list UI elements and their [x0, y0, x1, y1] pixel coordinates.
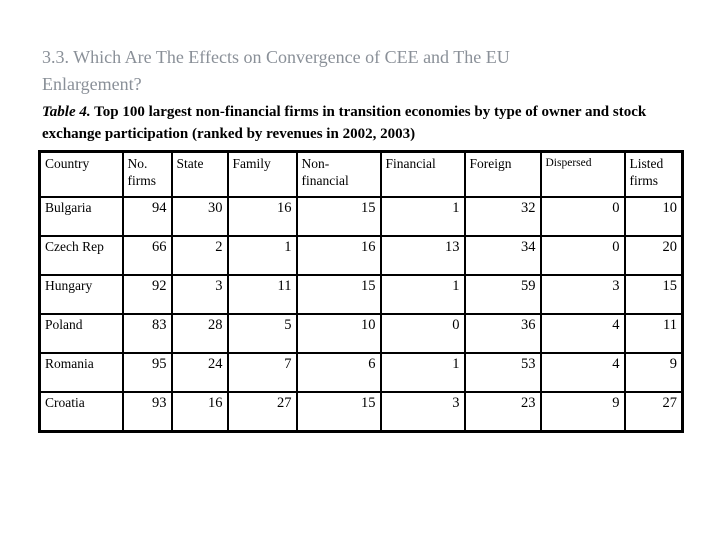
row-label: Bulgaria: [38, 196, 124, 237]
table-cell: 93: [121, 391, 173, 433]
table-cell: 2: [170, 235, 229, 276]
table-cell: 0: [379, 313, 466, 354]
header-row: Country No. firms State Family Non-finan…: [38, 150, 684, 198]
table-caption-text: Top 100 largest non-financial firms in t…: [42, 104, 647, 142]
col-header-non-financial: Non-financial: [295, 150, 382, 198]
table-cell: 10: [295, 313, 382, 354]
table-cell: 15: [623, 274, 684, 315]
table-cell: 0: [539, 235, 626, 276]
table-cell: 92: [121, 274, 173, 315]
table-cell: 36: [463, 313, 542, 354]
table-cell: 15: [295, 391, 382, 433]
table-cell: 1: [379, 196, 466, 237]
data-table: Country No. firms State Family Non-finan…: [38, 150, 684, 433]
table-cell: 1: [226, 235, 298, 276]
table-container: Country No. firms State Family Non-finan…: [38, 150, 684, 433]
table-cell: 32: [463, 196, 542, 237]
table-cell: 3: [539, 274, 626, 315]
table-cell: 9: [623, 352, 684, 393]
table-cell: 15: [295, 196, 382, 237]
col-header-state: State: [170, 150, 229, 198]
row-label: Romania: [38, 352, 124, 393]
table-cell: 0: [539, 196, 626, 237]
table-caption-label: Table 4.: [42, 104, 91, 120]
table-cell: 16: [295, 235, 382, 276]
table-cell: 1: [379, 352, 466, 393]
table-cell: 4: [539, 313, 626, 354]
table-cell: 23: [463, 391, 542, 433]
table-cell: 16: [226, 196, 298, 237]
table-cell: 3: [170, 274, 229, 315]
col-header-financial: Financial: [379, 150, 466, 198]
table-cell: 15: [295, 274, 382, 315]
col-header-listed-firms: Listed firms: [623, 150, 684, 198]
table-cell: 9: [539, 391, 626, 433]
table-row-romania: Romania 95 24 7 6 1 53 4 9: [38, 352, 684, 393]
table-cell: 27: [623, 391, 684, 433]
table-cell: 28: [170, 313, 229, 354]
table-cell: 3: [379, 391, 466, 433]
col-header-no-firms: No. firms: [121, 150, 173, 198]
col-header-country: Country: [38, 150, 124, 198]
table-cell: 83: [121, 313, 173, 354]
table-cell: 27: [226, 391, 298, 433]
table-cell: 59: [463, 274, 542, 315]
col-header-family: Family: [226, 150, 298, 198]
table-cell: 11: [623, 313, 684, 354]
table-cell: 94: [121, 196, 173, 237]
table-cell: 7: [226, 352, 298, 393]
table-cell: 11: [226, 274, 298, 315]
page-title: 3.3. Which Are The Effects on Convergenc…: [42, 47, 510, 94]
table-cell: 6: [295, 352, 382, 393]
row-label: Poland: [38, 313, 124, 354]
table-cell: 13: [379, 235, 466, 276]
table-caption: Table 4. Top 100 largest non-financial f…: [42, 101, 670, 145]
table-row-poland: Poland 83 28 5 10 0 36 4 11: [38, 313, 684, 354]
table-cell: 10: [623, 196, 684, 237]
table-cell: 1: [379, 274, 466, 315]
table-cell: 20: [623, 235, 684, 276]
row-label: Czech Rep: [38, 235, 124, 276]
table-cell: 5: [226, 313, 298, 354]
table-cell: 95: [121, 352, 173, 393]
table-cell: 66: [121, 235, 173, 276]
table-cell: 4: [539, 352, 626, 393]
table-row-czech-rep: Czech Rep 66 2 1 16 13 34 0 20: [38, 235, 684, 276]
table-cell: 34: [463, 235, 542, 276]
table-row-bulgaria: Bulgaria 94 30 16 15 1 32 0 10: [38, 196, 684, 237]
col-header-foreign: Foreign: [463, 150, 542, 198]
col-header-dispersed: Dispersed: [539, 150, 626, 198]
table-cell: 53: [463, 352, 542, 393]
table-row-hungary: Hungary 92 3 11 15 1 59 3 15: [38, 274, 684, 315]
table-row-croatia: Croatia 93 16 27 15 3 23 9 27: [38, 391, 684, 433]
table-cell: 16: [170, 391, 229, 433]
row-label: Hungary: [38, 274, 124, 315]
row-label: Croatia: [38, 391, 124, 433]
table-cell: 30: [170, 196, 229, 237]
table-cell: 24: [170, 352, 229, 393]
